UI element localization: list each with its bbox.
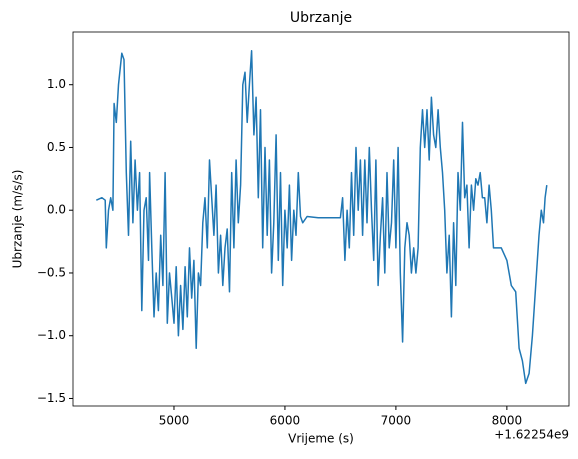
y-tick-label: −1.0 [37,328,66,342]
y-tick-label: −0.5 [37,265,66,279]
y-tick-label: 0.5 [47,140,66,154]
x-tick-label: 7000 [381,414,412,428]
y-axis-label: Ubrzanje (m/s/s) [11,170,25,269]
y-tick-label: −1.5 [37,391,66,405]
chart-title: Ubrzanje [290,10,352,26]
x-axis-label: Vrijeme (s) [288,432,354,446]
x-tick-label: 5000 [159,414,190,428]
y-tick-label: 0.0 [47,203,66,217]
x-offset-label: +1.62254e9 [494,428,569,442]
data-line [95,50,548,385]
y-tick-label: 1.0 [47,77,66,91]
plot-frame [72,31,570,407]
x-tick-label: 6000 [270,414,301,428]
x-tick-label: 8000 [492,414,523,428]
